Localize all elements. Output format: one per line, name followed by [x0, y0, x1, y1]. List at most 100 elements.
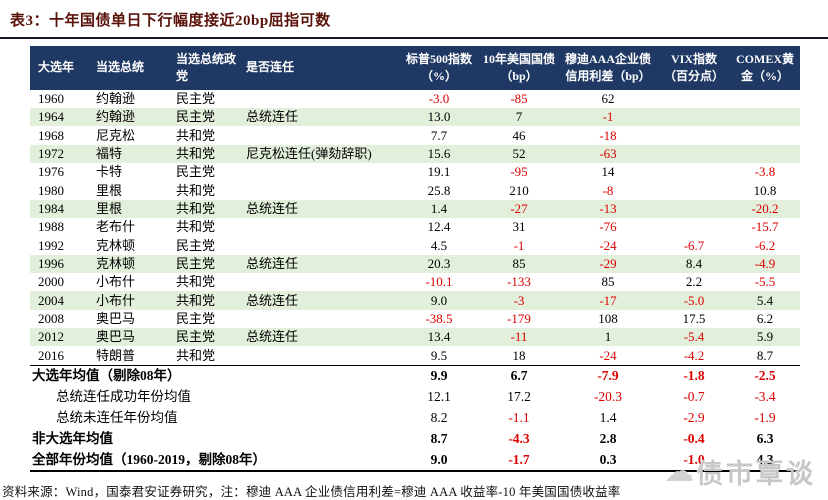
president-cell: 老布什: [96, 219, 136, 235]
aaa-spread-summary-cell: 1.4: [599, 409, 617, 425]
aaa-spread-cell: -76: [599, 219, 617, 235]
table-row: 2004 小布什 共和党 总统连任 9.0 -3 -17 -5.0 5.4: [30, 291, 800, 310]
gold-cell: -4.9: [754, 256, 776, 272]
year-cell: 1980: [38, 182, 64, 198]
gold-cell: 10.8: [753, 182, 777, 198]
ust10y-cell: -179: [507, 311, 531, 327]
summary-row: 总统连任成功年份均值 12.1 17.2 -20.3 -0.7 -3.4: [30, 386, 800, 407]
vix-cell: [658, 145, 730, 163]
party-cell: 民主党: [176, 164, 216, 180]
sp500-cell: 13.0: [427, 109, 451, 125]
aaa-spread-summary-cell: 2.8: [599, 430, 617, 446]
column-header: 是否连任: [238, 46, 398, 90]
aaa-spread-cell: 1: [604, 329, 612, 345]
vix-cell: [658, 126, 730, 144]
ust10y-cell: -85: [510, 91, 528, 107]
column-header: 当选总统政党: [168, 46, 238, 90]
party-cell: 共和党: [176, 219, 216, 235]
aaa-spread-cell: -13: [599, 201, 617, 217]
party-cell: 共和党: [176, 274, 216, 290]
ust10y-cell: -3: [513, 292, 525, 308]
aaa-spread-cell: -24: [599, 237, 617, 253]
president-cell: 特朗普: [96, 347, 136, 363]
aaa-spread-cell: 108: [598, 311, 618, 327]
reelect-cell: 总统连任: [246, 292, 299, 308]
vix-cell: 2.2: [685, 274, 703, 290]
year-cell: 1996: [38, 256, 64, 272]
column-header: COMEX黄金（%）: [730, 46, 800, 90]
ust10y-summary-cell: -1.1: [508, 409, 530, 425]
president-cell: 奥巴马: [96, 311, 136, 327]
party-cell: 共和党: [176, 127, 216, 143]
sp500-cell: 7.7: [430, 127, 448, 143]
president-cell: 克林顿: [96, 256, 136, 272]
reelect-cell: [238, 236, 398, 254]
reelect-cell: 总统连任: [246, 201, 299, 217]
reelect-cell: 总统连任: [246, 109, 299, 125]
reelect-cell: [238, 181, 398, 199]
year-cell: 2000: [38, 274, 64, 290]
gold-cell: 8.7: [756, 347, 774, 363]
party-cell: 共和党: [176, 201, 216, 217]
vix-cell: 8.4: [685, 256, 703, 272]
column-header: 穆迪AAA企业债信用利差（bp）: [558, 46, 658, 90]
gold-summary-cell: -2.5: [730, 364, 800, 387]
reelect-cell: 总统连任: [246, 256, 299, 272]
vix-cell: -4.2: [683, 347, 705, 363]
table-row: 1984 里根 共和党 总统连任 1.4 -27 -13 -20.2: [30, 199, 800, 218]
ust10y-cell: 18: [512, 347, 526, 363]
column-header: VIX指数（百分点）: [658, 46, 730, 90]
president-cell: 奥巴马: [96, 329, 136, 345]
table-row: 1960 约翰逊 民主党 -3.0 -85 62: [30, 90, 800, 108]
sp500-cell: 4.5: [430, 237, 448, 253]
president-cell: 小布什: [96, 292, 136, 308]
table-row: 1964 约翰逊 民主党 总统连任 13.0 7 -1: [30, 107, 800, 127]
reelect-cell: [238, 90, 398, 108]
summary-row: 全部年份均值（1960-2019，剔除08年） 9.0 -1.7 0.3 -1.0 4.3: [30, 449, 800, 471]
aaa-spread-cell: -24: [599, 347, 617, 363]
sp500-cell: 12.4: [427, 219, 451, 235]
vix-cell: -5.0: [683, 292, 705, 308]
table-row: 2016 特朗普 共和党 9.5 18 -24 -4.2 8.7: [30, 346, 800, 365]
party-cell: 民主党: [176, 329, 216, 345]
year-cell: 1972: [38, 146, 64, 162]
table-row: 1968 尼克松 共和党 7.7 46 -18: [30, 126, 800, 144]
gold-cell: -20.2: [751, 201, 779, 217]
ust10y-summary-cell: 17.2: [507, 388, 531, 404]
sp500-summary-cell: 9.9: [398, 364, 480, 387]
ust10y-cell: -133: [507, 274, 531, 290]
vix-cell: [658, 181, 730, 199]
sp500-summary-cell: 12.1: [427, 388, 451, 404]
table-row: 1980 里根 共和党 25.8 210 -8 10.8: [30, 181, 800, 199]
ust10y-cell: -1: [513, 237, 525, 253]
summary-label-cell: 总统未连任年份均值: [56, 409, 178, 425]
table-title: 表3：十年国债单日下行幅度接近20bp屈指可数: [10, 13, 331, 29]
year-cell: 1984: [38, 201, 64, 217]
vix-summary-cell: -2.9: [683, 409, 705, 425]
summary-row: 非大选年均值 8.7 -4.3 2.8 -0.4 6.3: [30, 428, 800, 449]
ust10y-cell: -95: [510, 164, 528, 180]
party-cell: 共和党: [176, 292, 216, 308]
summary-label-cell: 总统连任成功年份均值: [56, 388, 191, 404]
party-cell: 民主党: [176, 256, 216, 272]
gold-cell: -6.2: [754, 237, 776, 253]
sp500-cell: -3.0: [428, 91, 450, 107]
gold-summary-cell: 4.3: [756, 451, 774, 467]
vix-cell: [658, 200, 730, 218]
aaa-spread-cell: -63: [599, 146, 617, 162]
reelect-cell: [238, 273, 398, 291]
gold-summary-cell: 6.3: [756, 430, 774, 446]
table-row: 2000 小布什 共和党 -10.1 -133 85 2.2 -5.5: [30, 273, 800, 291]
party-cell: 民主党: [176, 109, 216, 125]
party-cell: 共和党: [176, 146, 216, 162]
gold-cell: 5.4: [756, 292, 774, 308]
summary-label-cell: 大选年均值（剔除08年）: [30, 364, 398, 387]
ust10y-cell: 7: [515, 109, 523, 125]
year-cell: 1988: [38, 219, 64, 235]
vix-cell: [658, 163, 730, 181]
year-cell: 2012: [38, 329, 64, 345]
gold-cell: [730, 90, 800, 108]
table-row: 1992 克林顿 民主党 4.5 -1 -24 -6.7 -6.2: [30, 236, 800, 254]
sp500-cell: 13.4: [427, 329, 451, 345]
president-cell: 克林顿: [96, 237, 136, 253]
